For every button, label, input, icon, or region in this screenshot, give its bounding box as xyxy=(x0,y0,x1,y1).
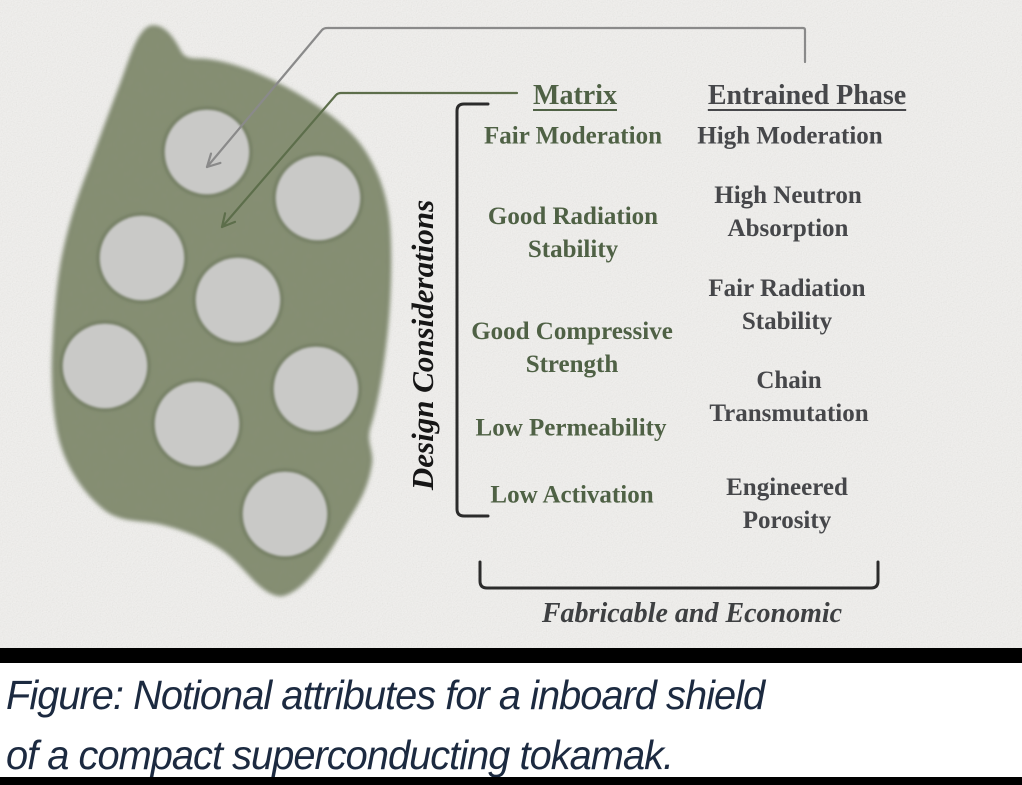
matrix-item: Good Radiation Stability xyxy=(487,203,659,263)
entrained-particle xyxy=(192,254,284,346)
entrained-item: High Moderation xyxy=(697,122,883,150)
matrix-item: Low Activation xyxy=(490,481,654,509)
design-considerations-bracket xyxy=(455,102,490,518)
fabricable-economic-brace xyxy=(478,560,880,590)
entrained-item: Fair Radiation Stability xyxy=(708,275,866,335)
entrained-item: Chain Transmutation xyxy=(709,367,869,427)
caption-top-bar xyxy=(0,648,1022,663)
fabricable-economic-label: Fabricable and Economic xyxy=(541,598,843,629)
diagram-graphics xyxy=(0,0,1022,648)
design-considerations-label: Design Considerations xyxy=(405,199,440,491)
caption-area: Figure: Notional attributes for a inboar… xyxy=(0,663,1022,778)
entrained-item: High Neutron Absorption xyxy=(714,182,862,242)
entrained-particle xyxy=(272,152,364,244)
entrained-particle xyxy=(270,343,362,435)
figure-caption: Figure: Notional attributes for a inboar… xyxy=(6,665,765,785)
matrix-item: Fair Moderation xyxy=(484,122,662,150)
arrow-to-matrix-icon xyxy=(220,91,519,229)
entrained-particle xyxy=(96,212,188,304)
entrained-particle xyxy=(239,468,331,560)
caption-bottom-bar xyxy=(0,777,1022,785)
figure-caption-line1: Figure: Notional attributes for a inboar… xyxy=(6,672,765,718)
figure-caption-line2: of a compact superconducting tokamak. xyxy=(6,732,674,778)
figure-canvas: Matrix Entrained Phase Fair Moderation G… xyxy=(0,0,1022,648)
matrix-item: Low Permeability xyxy=(475,414,667,442)
matrix-item: Good Compressive Strength xyxy=(471,318,673,378)
matrix-column-header: Matrix xyxy=(533,80,617,111)
entrained-particle xyxy=(151,378,243,470)
entrained-column-header: Entrained Phase xyxy=(707,80,907,111)
entrained-particle xyxy=(59,320,151,412)
entrained-particles xyxy=(59,106,364,560)
arrow-to-particle-icon xyxy=(205,26,807,169)
entrained-particle xyxy=(161,106,253,198)
entrained-item: Engineered Porosity xyxy=(726,474,848,534)
